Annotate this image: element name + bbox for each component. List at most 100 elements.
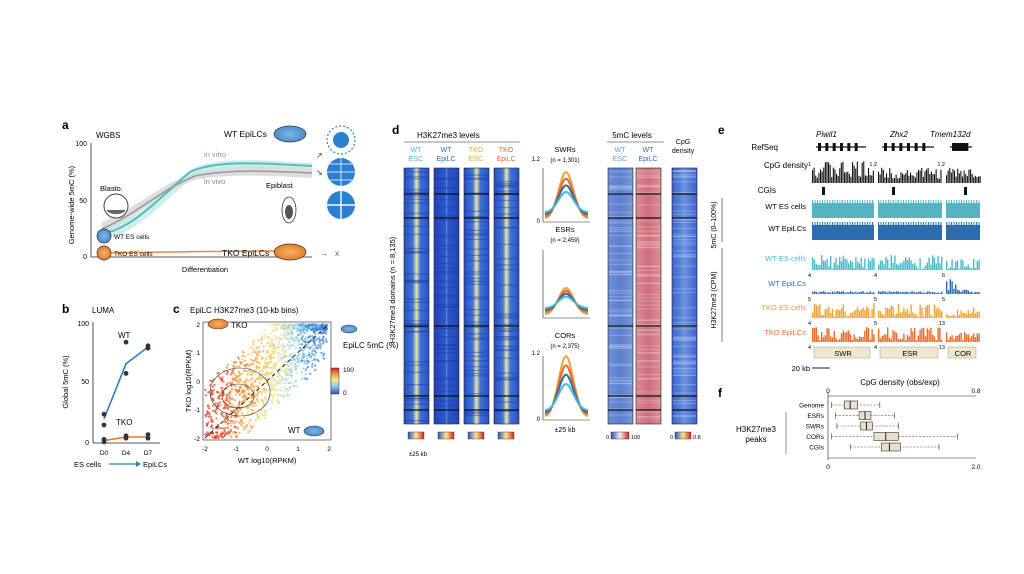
gene-exon [962,143,966,151]
group-label: H3K27me3 peaks [736,425,777,444]
scatter-point [211,393,214,396]
h3-bar [813,303,816,318]
methylation-bar [862,222,863,228]
h3-bar [901,311,903,318]
methylation-bar [958,222,960,227]
heatmap-stripe [637,186,660,188]
scatter-point [281,327,284,330]
h3-bar [932,334,934,342]
scatter-point [212,409,215,412]
scatter-point [262,402,265,406]
h3-bar [973,259,975,270]
scatter-point [213,383,216,387]
category-label: CGIs [809,445,825,452]
scatter-point [275,366,278,369]
scatter-point [244,365,247,368]
scatter-point [250,379,253,382]
heatmap-stripe [609,377,632,379]
scatter-point [303,340,306,343]
heatmap-stripe [609,228,632,230]
region-label: COR [955,349,972,358]
h3-title: H3K27me3 levels [417,131,480,140]
heatmap-stripe [637,374,660,376]
h3-bar [960,259,962,270]
methylation-bar [925,200,927,206]
heatmap-stripe [637,275,660,277]
y-tick-label: 50 [81,379,89,386]
heatmap-stripe [637,176,660,178]
scatter-point [282,354,285,357]
scatter-point [322,339,325,342]
h3-bar [919,329,921,342]
scatter-point [294,380,297,383]
scatter-point [271,395,274,398]
methylation-bar [976,222,977,226]
scatter-point [241,399,244,403]
scatter-point [206,431,209,434]
cpg-bar [837,175,839,183]
h3-bar [946,260,948,270]
methylation-heatmaps [607,167,698,425]
methylation-bar [847,200,848,204]
heatmap-stripe [673,363,696,365]
h3-bar [937,307,939,318]
methylation-bar [872,222,873,227]
heatmap-stripe [495,199,518,201]
h3-bar [947,315,950,318]
scatter-point [295,326,298,329]
arrow-head-icon [136,461,141,467]
scatter-point [277,381,280,384]
h3-bar [928,330,930,342]
heatmap-stripe [609,380,632,382]
h3-bar [842,291,844,294]
heatmap-stripe [673,354,696,356]
methylation-bar [819,222,821,226]
heatmap-stripe [673,219,696,221]
scatter-point [304,373,307,376]
scatter-point [227,406,231,409]
series-line-wt [103,346,149,420]
scatter-point [244,385,247,388]
col-label: WT ESC [613,147,627,163]
heatmap-stripe [435,280,458,282]
scatter-point [294,368,297,371]
category-label: CORs [806,434,824,441]
h3-bar [858,263,861,270]
wt-epilc-icon [273,125,307,143]
heatmap-stripe [673,276,696,278]
scatter-point [266,342,269,345]
cpg-bar [815,175,817,183]
cpg-bar [932,174,934,183]
scatter-point [251,362,254,365]
scatter-point [270,346,274,349]
scatter-point [292,345,295,348]
scatter-point [219,404,222,407]
heatmap-stripe [673,402,696,404]
panel-letter: d [392,123,399,137]
epiblast-label: Epiblast [266,181,294,190]
heatmap-stripe [673,235,696,237]
h3-bar [833,262,835,270]
heatmap-stripe [435,344,458,346]
scatter-point [222,415,225,418]
heatmap-stripe [495,213,518,215]
scatter-point [243,415,246,418]
scatter-point [208,433,211,436]
heatmap-stripe [637,274,660,276]
gene-exon [818,143,821,151]
scatter-point [285,343,288,347]
scatter-point [291,353,294,356]
scatter-point [230,390,233,393]
h3-bar [923,268,925,270]
scatter-point [284,330,287,333]
scatter-point [237,356,240,359]
h3-bar [837,264,839,270]
cpg-bar [963,170,965,183]
heatmap-stripe [673,307,696,309]
category-label: Genome [799,403,824,410]
cpg-bar [884,177,886,183]
scatter-point [303,359,306,362]
scatter-point [301,359,304,362]
h3-bar [946,314,948,318]
methylation-bar [834,222,836,226]
